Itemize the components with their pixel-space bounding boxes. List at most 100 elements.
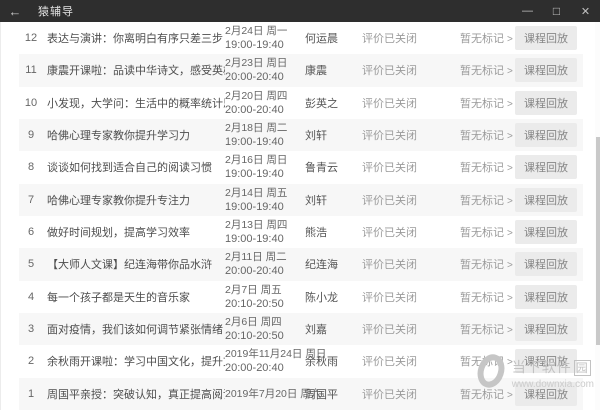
course-time: 19:00-19:40 (225, 200, 284, 213)
course-replay-button[interactable]: 课程回放 (515, 317, 577, 342)
evaluation-status: 评价已关闭 (362, 130, 417, 143)
course-replay-button[interactable]: 课程回放 (515, 123, 577, 148)
chevron-right-icon: > (507, 389, 513, 401)
mark-link[interactable]: 暂无标记 > (460, 192, 515, 208)
evaluation-status: 评价已关闭 (362, 291, 417, 304)
course-time: 20:00-20:40 (225, 265, 284, 278)
chevron-right-icon: > (507, 66, 513, 78)
window-controls: — □ ✕ (513, 0, 600, 22)
mark-label: 暂无标记 (460, 388, 504, 401)
scrollbar-track[interactable] (595, 22, 600, 410)
mark-link[interactable]: 暂无标记 > (460, 256, 515, 272)
course-number: 5 (27, 258, 35, 271)
course-replay-button[interactable]: 课程回放 (515, 90, 577, 115)
course-replay-button[interactable]: 课程回放 (515, 155, 577, 180)
course-number: 8 (27, 161, 35, 174)
course-title: 谈谈如何找到适合自己的阅读习惯 (47, 162, 212, 175)
mark-link[interactable]: 暂无标记 > (460, 62, 515, 78)
close-button[interactable]: ✕ (571, 0, 600, 22)
mark-label: 暂无标记 (460, 324, 504, 337)
course-datetime: 2月24日 周一 19:00-19:40 (225, 24, 305, 52)
course-row: 7 哈佛心理专家教你提升专注力 2月14日 周五 19:00-19:40 刘轩 … (19, 183, 583, 216)
course-datetime: 2月16日 周日 19:00-19:40 (225, 153, 305, 181)
course-teacher: 彭英之 (305, 97, 338, 110)
course-replay-button[interactable]: 课程回放 (515, 349, 577, 374)
course-title: 余秋雨开课啦：学习中国文化，提升文学素养 (47, 356, 225, 369)
course-replay-button[interactable]: 课程回放 (515, 220, 577, 245)
maximize-icon: □ (552, 4, 561, 18)
course-row: 3 面对疫情，我们该如何调节紧张情绪 2月6日 周四 20:10-20:50 刘… (19, 312, 583, 346)
course-number: 7 (27, 193, 35, 206)
course-date: 2月11日 周二 (225, 251, 287, 264)
course-datetime: 2月18日 周二 19:00-19:40 (225, 121, 305, 149)
mark-link[interactable]: 暂无标记 > (460, 386, 515, 402)
course-replay-button[interactable]: 课程回放 (515, 58, 577, 83)
minimize-button[interactable]: — (513, 0, 542, 22)
course-datetime: 2月14日 周五 19:00-19:40 (225, 186, 305, 214)
chevron-right-icon: > (507, 195, 513, 207)
course-teacher: 刘嘉 (305, 324, 327, 337)
course-replay-button[interactable]: 课程回放 (515, 187, 577, 212)
titlebar: ← 猿辅导 — □ ✕ (0, 0, 600, 22)
course-time: 20:10-20:50 (225, 297, 284, 310)
course-teacher: 康震 (305, 65, 327, 78)
chevron-right-icon: > (507, 260, 513, 272)
evaluation-status: 评价已关闭 (362, 97, 417, 110)
scrollbar-thumb[interactable] (596, 137, 600, 345)
mark-link[interactable]: 暂无标记 > (460, 30, 515, 46)
chevron-right-icon: > (507, 163, 513, 175)
course-list: 12 表达与演讲：你离明白有序只差三步 2月24日 周一 19:00-19:40… (0, 22, 600, 410)
course-teacher: 余秋雨 (305, 356, 338, 369)
course-date: 2月16日 周日 (225, 154, 288, 167)
evaluation-status: 评价已关闭 (362, 33, 417, 46)
course-replay-button[interactable]: 课程回放 (515, 284, 577, 309)
course-date: 2月7日 周五 (225, 283, 282, 296)
course-replay-button[interactable]: 课程回放 (515, 26, 577, 51)
chevron-right-icon: > (507, 228, 513, 240)
course-row: 8 谈谈如何找到适合自己的阅读习惯 2月16日 周日 19:00-19:40 鲁… (19, 151, 583, 183)
course-replay-button[interactable]: 课程回放 (515, 381, 577, 406)
back-button[interactable]: ← (0, 0, 30, 22)
course-row: 9 哈佛心理专家教你提升学习力 2月18日 周二 19:00-19:40 刘轩 … (19, 118, 583, 152)
course-datetime: 2月11日 周二 20:00-20:40 (225, 250, 305, 278)
mark-label: 暂无标记 (460, 65, 504, 78)
maximize-button[interactable]: □ (542, 0, 571, 22)
minimize-icon: — (522, 5, 533, 17)
evaluation-status: 评价已关闭 (362, 65, 417, 78)
course-teacher: 纪连海 (305, 259, 338, 272)
course-row: 10 小发现，大学问：生活中的概率统计思维 2月20日 周四 20:00-20:… (19, 87, 583, 119)
course-title: 表达与演讲：你离明白有序只差三步 (47, 33, 223, 46)
mark-label: 暂无标记 (460, 194, 504, 207)
course-replay-button[interactable]: 课程回放 (515, 252, 577, 277)
course-number: 12 (24, 32, 38, 45)
mark-label: 暂无标记 (460, 130, 504, 143)
course-time: 20:10-20:50 (225, 330, 284, 343)
course-time: 20:00-20:40 (225, 362, 284, 375)
evaluation-status: 评价已关闭 (362, 324, 417, 337)
course-teacher: 熊浩 (305, 227, 327, 240)
course-row: 11 康震开课啦：品读中华诗文，感受英雄力量 2月23日 周日 20:00-20… (19, 54, 583, 87)
mark-link[interactable]: 暂无标记 > (460, 224, 515, 240)
course-datetime: 2月6日 周四 20:10-20:50 (225, 315, 305, 343)
mark-label: 暂无标记 (460, 356, 504, 369)
course-date: 2月14日 周五 (225, 186, 288, 199)
mark-link[interactable]: 暂无标记 > (460, 127, 515, 143)
mark-link[interactable]: 暂无标记 > (460, 321, 515, 337)
course-date: 2月20日 周四 (225, 89, 288, 102)
course-title: 周国平亲授：突破认知，真正提高阅读与写作能力 (47, 388, 225, 401)
course-time: 20:00-20:40 (225, 103, 284, 116)
course-datetime: 2月23日 周日 20:00-20:40 (225, 56, 305, 84)
course-row: 2 余秋雨开课啦：学习中国文化，提升文学素养 2019年11月24日 周日 20… (19, 345, 583, 377)
course-title: 面对疫情，我们该如何调节紧张情绪 (47, 324, 223, 337)
mark-link[interactable]: 暂无标记 > (460, 289, 515, 305)
course-time: 19:00-19:40 (225, 39, 284, 52)
course-date: 2月6日 周四 (225, 316, 282, 329)
mark-link[interactable]: 暂无标记 > (460, 159, 515, 175)
course-teacher: 陈小龙 (305, 291, 338, 304)
evaluation-status: 评价已关闭 (362, 162, 417, 175)
mark-link[interactable]: 暂无标记 > (460, 95, 515, 111)
mark-link[interactable]: 暂无标记 > (460, 353, 515, 369)
evaluation-status: 评价已关闭 (362, 259, 417, 272)
course-title: 哈佛心理专家教你提升学习力 (47, 130, 190, 143)
course-number: 11 (25, 64, 37, 77)
